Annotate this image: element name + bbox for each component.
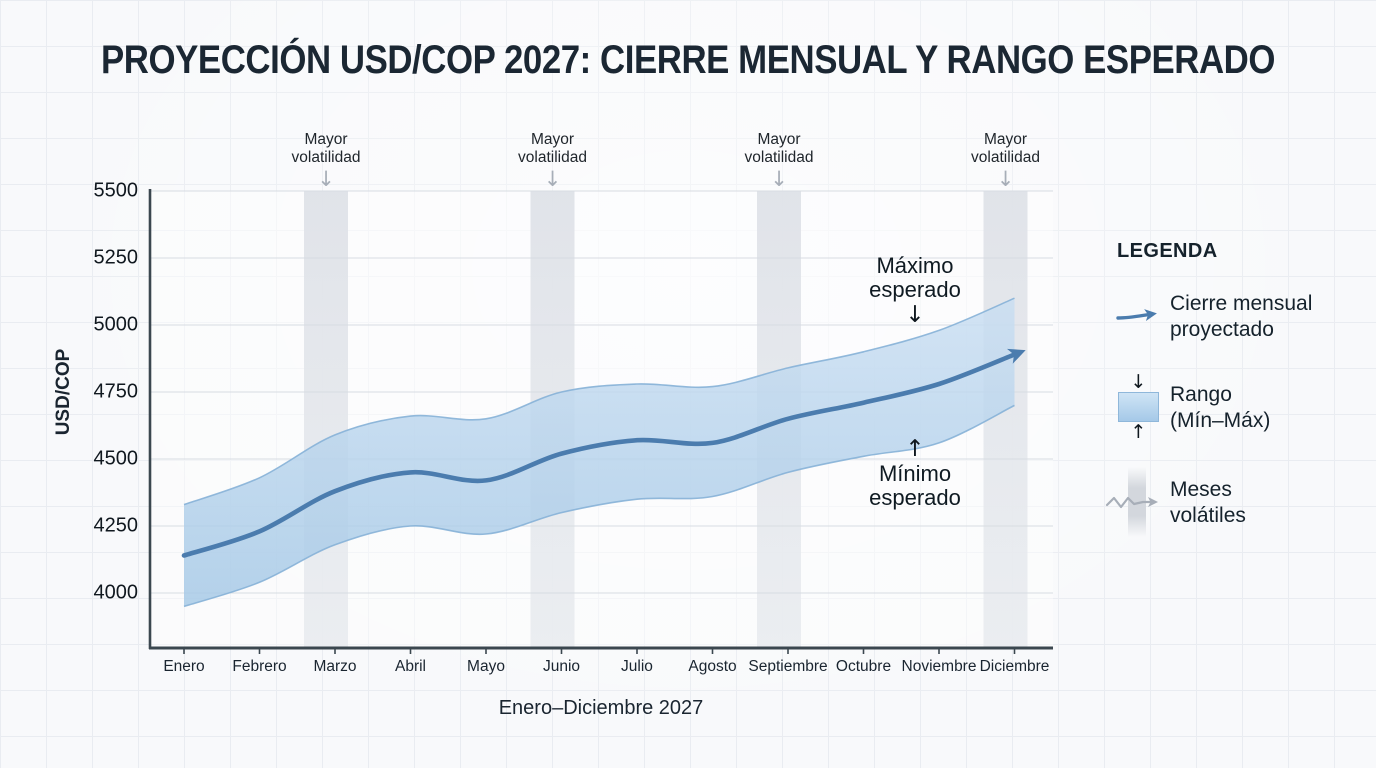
y-tick-label: 4750 [93, 380, 139, 403]
x-tick-label: Noviembre [901, 658, 977, 675]
axes [148, 189, 1053, 654]
gray-down-arrow-icon: ↓ [770, 167, 788, 191]
gray-down-arrow-icon: ↓ [543, 167, 562, 191]
volatility-annotation: Mayor volatilidad ↓ [971, 131, 1040, 190]
annotation-max-line2: esperado [869, 277, 961, 302]
annotation-min-esperado: ↑ Mínimo esperado [869, 436, 961, 510]
y-tick-label: 4000 [93, 581, 139, 604]
volatility-annotation-text: Mayor volatilidad [744, 131, 814, 166]
x-tick-label: Junio [542, 658, 581, 675]
volatility-annotation-text: Mayor volatilidad [518, 131, 587, 166]
volatile-band-icon [1128, 467, 1146, 537]
x-axis-title: Enero–Diciembre 2027 [498, 697, 704, 719]
x-tick-label: Octubre [835, 658, 892, 675]
x-tick-label: Febrero [232, 658, 287, 675]
legend-item-volatile-months: Meses volátiles [1105, 467, 1376, 537]
annotation-max-line1: Máximo [876, 253, 954, 278]
x-tick-label: Agosto [688, 658, 737, 675]
y-tick-label: 5250 [93, 246, 139, 269]
x-tick-label: Abril [394, 658, 427, 675]
x-tick-label: Enero [163, 658, 205, 675]
y-tick-label: 4500 [93, 447, 139, 470]
volatility-annotation: Mayor volatilidad ↓ [292, 131, 361, 190]
up-arrow-icon: ↑ [905, 436, 925, 462]
volatility-annotation: Mayor volatilidad ↓ [518, 131, 587, 190]
gray-down-arrow-icon: ↓ [996, 167, 1015, 191]
x-tick-label: Septiembre [748, 658, 828, 675]
annotation-min-line1: Mínimo [878, 461, 952, 486]
legend-title: LEGENDA [1117, 240, 1218, 262]
annotation-min-line2: esperado [869, 485, 961, 510]
legend-label-close-line: Cierre mensual proyectado [1170, 292, 1313, 341]
legend-label-volatile-months: Meses volátiles [1170, 478, 1246, 527]
legend-label-range-band: Rango (Mín–Máx) [1170, 383, 1271, 432]
annotation-max-esperado: Máximo esperado ↓ [869, 253, 961, 329]
legend-item-close-line: Cierre mensual proyectado [1115, 291, 1376, 343]
gray-down-arrow-icon: ↓ [317, 167, 335, 191]
range-down-arrow-icon: ↓ [1130, 371, 1147, 393]
squiggle-arrow-icon [1103, 491, 1165, 520]
range-swatch-icon: ↓ ↑ [1118, 372, 1159, 442]
range-band-swatch [1118, 392, 1159, 422]
x-tick-label: Mayo [467, 658, 505, 675]
y-tick-label: 5500 [93, 179, 139, 202]
close-projection-line [181, 348, 1026, 558]
x-tick-label: Marzo [313, 658, 357, 675]
y-tick-label: 4250 [93, 514, 139, 537]
x-tick-label: Julio [621, 658, 653, 675]
range-band-area [183, 297, 1015, 608]
legend-item-range-band: ↓ ↑ Rango (Mín–Máx) [1117, 372, 1376, 442]
trend-arrow-icon [1115, 305, 1165, 332]
chart-title: PROYECCIÓN USD/COP 2027: CIERRE MENSUAL … [101, 38, 1275, 82]
y-tick-label: 5000 [93, 313, 139, 336]
legend: LEGENDA Cierre mensual proyectado ↓ ↑ Ra… [1105, 240, 1312, 537]
volatility-annotation-text: Mayor volatilidad [291, 131, 361, 166]
volatility-annotation-text: Mayor volatilidad [971, 131, 1040, 166]
x-tick-label: Diciembre [979, 658, 1050, 675]
down-arrow-icon: ↓ [905, 302, 925, 328]
volatility-annotation: Mayor volatilidad ↓ [745, 131, 814, 190]
range-up-arrow-icon: ↑ [1130, 421, 1147, 443]
